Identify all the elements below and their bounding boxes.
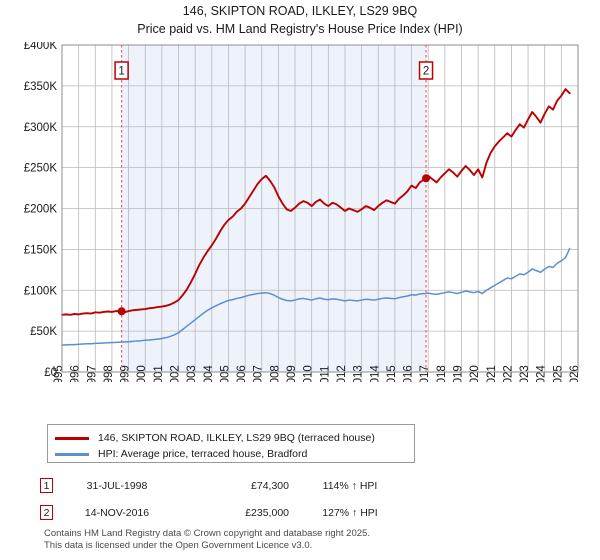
x-axis-tick-label: 2020 xyxy=(469,365,481,382)
x-axis-tick-label: 2000 xyxy=(136,365,148,382)
x-axis-tick-label: 2015 xyxy=(386,365,398,382)
transaction-badge-2: 2 xyxy=(40,505,53,520)
y-axis-tick-label: £0 xyxy=(44,367,57,379)
chart-legend: 146, SKIPTON ROAD, ILKLEY, LS29 9BQ (ter… xyxy=(47,424,415,463)
transaction-hpi-2: 127% ↑ HPI xyxy=(322,506,378,519)
x-axis-tick-label: 2012 xyxy=(336,365,348,382)
price-history-chart: £0 £50K £100K £150K £200K £250K £300K £350K £400… xyxy=(24,42,581,382)
transaction-marker-label: 2 xyxy=(423,66,429,78)
copyright-footer: Contains HM Land Registry data © Crown c… xyxy=(44,528,584,551)
series-line-hpi xyxy=(61,247,571,346)
footer-line-1: Contains HM Land Registry data © Crown c… xyxy=(44,528,370,539)
x-axis-tick-label: 1998 xyxy=(103,365,115,382)
x-axis-tick-label: 2016 xyxy=(403,365,415,382)
y-axis-tick-label: £200K xyxy=(24,204,58,216)
legend-label-hpi: HPI: Average price, terraced house, Brad… xyxy=(98,448,308,460)
x-axis-tick-label: 2001 xyxy=(153,365,165,382)
transaction-date-2: 14-NOV-2016 xyxy=(84,506,150,519)
x-axis-tick-label: 2004 xyxy=(203,365,215,382)
x-axis-tick-label: 2022 xyxy=(502,365,514,382)
x-axis-tick-label: 2008 xyxy=(269,365,281,382)
chart-title-block: 146, SKIPTON ROAD, ILKLEY, LS29 9BQ Pric… xyxy=(0,2,600,38)
x-axis-tick-label: 2018 xyxy=(436,365,448,382)
x-axis-tick-label: 2025 xyxy=(552,365,564,382)
footer-line-2: This data is licensed under the Open Gov… xyxy=(44,539,313,551)
transaction-marker-box[interactable] xyxy=(418,61,434,80)
transaction-marker-box[interactable] xyxy=(114,61,129,80)
x-axis-tick-label: 2006 xyxy=(236,365,248,382)
x-axis-tick-label: 1999 xyxy=(120,365,132,382)
legend-swatch-price-paid xyxy=(55,436,89,440)
transaction-price-2: £235,000 xyxy=(245,506,289,519)
legend-label-price-paid: 146, SKIPTON ROAD, ILKLEY, LS29 9BQ (ter… xyxy=(98,432,375,444)
transaction-date-1: 31-JUL-1998 xyxy=(86,479,148,492)
table-row[interactable]: 2 14-NOV-2016 £235,000 127% ↑ HPI xyxy=(40,499,460,526)
y-axis-tick-label: £300K xyxy=(24,122,58,134)
x-axis-tick-label: 2005 xyxy=(219,365,231,382)
transaction-badge-1: 1 xyxy=(40,478,53,493)
x-axis-tick-label: 2013 xyxy=(353,365,365,382)
x-axis-tick-label: 2002 xyxy=(170,365,182,382)
x-axis-tick-label: 2017 xyxy=(419,365,431,382)
legend-swatch-hpi xyxy=(55,452,89,456)
x-axis-tick-label: 1996 xyxy=(70,365,82,382)
x-axis-tick-label: 1995 xyxy=(53,365,65,382)
y-axis-tick-label: £400K xyxy=(24,42,58,52)
transaction-price-1: £74,300 xyxy=(251,479,289,492)
series-line-price-paid xyxy=(61,88,571,316)
transaction-hpi-1: 114% ↑ HPI xyxy=(322,479,378,492)
x-axis-tick-label: 2021 xyxy=(486,365,498,382)
table-row[interactable]: 1 31-JUL-1998 £74,300 114% ↑ HPI xyxy=(40,472,460,499)
x-axis-tick-label: 2024 xyxy=(536,365,548,382)
transaction-point[interactable] xyxy=(117,307,126,316)
transaction-point[interactable] xyxy=(422,174,431,183)
page-subtitle: Price paid vs. HM Land Registry's House … xyxy=(137,22,463,36)
transactions-table: 1 31-JUL-1998 £74,300 114% ↑ HPI 2 14-NO… xyxy=(40,472,460,526)
x-axis-tick-label: 2026 xyxy=(569,365,581,382)
x-axis-tick-label: 2003 xyxy=(186,365,198,382)
legend-item-hpi: HPI: Average price, terraced house, Brad… xyxy=(55,446,407,462)
x-axis-tick-label: 2023 xyxy=(519,365,531,382)
page-title: 146, SKIPTON ROAD, ILKLEY, LS29 9BQ xyxy=(182,4,418,18)
x-axis-tick-label: 1997 xyxy=(86,365,98,382)
plot-border xyxy=(61,44,579,373)
chart-area: £0 £50K £100K £150K £200K £250K £300K £350K £400… xyxy=(0,42,600,382)
legend-item-price-paid: 146, SKIPTON ROAD, ILKLEY, LS29 9BQ (ter… xyxy=(55,430,407,446)
y-axis-tick-label: £350K xyxy=(24,81,58,93)
transaction-marker-label: 1 xyxy=(118,66,124,78)
y-axis-tick-label: £50K xyxy=(30,326,57,338)
y-axis-tick-label: £100K xyxy=(24,285,58,297)
x-axis-tick-label: 2014 xyxy=(369,365,381,382)
x-axis-tick-label: 2019 xyxy=(452,365,464,382)
y-axis-tick-label: £250K xyxy=(24,163,58,175)
y-axis-tick-label: £150K xyxy=(24,244,58,256)
x-axis-tick-label: 2011 xyxy=(319,366,331,382)
x-axis-tick-label: 2007 xyxy=(253,365,265,382)
x-axis-tick-label: 2009 xyxy=(286,365,298,382)
x-axis-tick-label: 2010 xyxy=(303,365,315,382)
